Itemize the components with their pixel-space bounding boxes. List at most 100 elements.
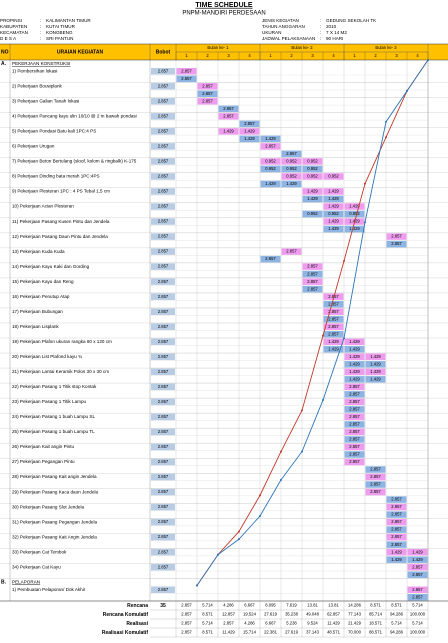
summary-value: 85.714 bbox=[369, 612, 382, 617]
real-cell bbox=[323, 195, 344, 203]
summary-value: 94.286 bbox=[390, 612, 403, 617]
real-value: 2.857 bbox=[349, 407, 360, 412]
plan-cell bbox=[302, 263, 323, 270]
info-label: KABUPATEN bbox=[0, 24, 27, 29]
plan-point bbox=[343, 259, 345, 262]
section-title: PEKERJAAN KONSTRUKSI bbox=[12, 61, 70, 66]
plan-cell bbox=[386, 533, 407, 541]
plan-cell bbox=[218, 113, 239, 120]
info-value: KUTAI TIMUR bbox=[46, 24, 76, 29]
real-point bbox=[343, 337, 345, 340]
plan-value: 2.857 bbox=[391, 504, 402, 509]
item-name: 25) Pekerjaan Pasang 1 buah Lampu TL bbox=[12, 429, 95, 434]
summary-value: 5.714 bbox=[202, 621, 213, 626]
plan-value: 2.857 bbox=[307, 264, 318, 269]
week-label: 1 bbox=[269, 53, 272, 58]
week-label: 3 bbox=[395, 53, 398, 58]
item-bobot: 2.857 bbox=[158, 429, 169, 434]
plan-cell bbox=[365, 488, 386, 496]
real-cell bbox=[302, 195, 323, 203]
plan-cell bbox=[344, 203, 365, 210]
summary-value: 9.524 bbox=[307, 621, 318, 626]
plan-cell bbox=[407, 548, 428, 556]
real-curve bbox=[196, 59, 429, 586]
plan-point bbox=[322, 334, 324, 337]
bobot-cell bbox=[151, 293, 175, 300]
plan-value: 2.857 bbox=[328, 324, 339, 329]
plan-value: 2.857 bbox=[286, 249, 297, 254]
item-name: 1) Pembuatan Pelaporan/ Dok Akhir bbox=[12, 587, 86, 592]
real-cell bbox=[260, 135, 281, 143]
real-cell bbox=[260, 255, 281, 263]
info-value: GEDUNG SEKOLAH TK bbox=[326, 18, 377, 23]
plan-value: 1.429 bbox=[370, 369, 381, 374]
summary-value: 27.619 bbox=[285, 630, 298, 635]
item-bobot: 2.857 bbox=[158, 159, 169, 164]
real-value: 2.857 bbox=[307, 286, 318, 291]
plan-point bbox=[385, 136, 387, 139]
plan-cell bbox=[302, 158, 323, 165]
real-cell bbox=[344, 391, 365, 398]
item-name: 2) Pekerjaan Bouwplank bbox=[12, 84, 62, 89]
plan-value: 0.952 bbox=[286, 174, 297, 179]
item-name: 7) Pekerjaan Beton Bertulang (sloof, kol… bbox=[12, 159, 137, 164]
plan-value: 2.857 bbox=[412, 564, 423, 569]
plan-cell bbox=[281, 248, 302, 255]
summary-value: 6.667 bbox=[244, 603, 255, 608]
real-cell bbox=[386, 240, 407, 248]
real-point bbox=[406, 89, 408, 92]
item-bobot: 2.857 bbox=[158, 549, 169, 554]
item-bobot: 2.857 bbox=[158, 444, 169, 449]
summary-value: 13.81 bbox=[328, 603, 339, 608]
plan-point bbox=[280, 450, 282, 453]
item-name: 21) Pekerjaan Lantai Keramik Polos 30 x … bbox=[12, 369, 109, 374]
summary-value: 18.571 bbox=[369, 621, 382, 626]
bobot-cell bbox=[151, 308, 175, 315]
real-value: 1.429 bbox=[412, 557, 423, 562]
info-value: KONGBENG bbox=[46, 30, 73, 35]
item-name: 11) Pekerjaan Pasang Kusen Pintu dan Jen… bbox=[12, 219, 110, 224]
plan-value: 1.429 bbox=[223, 128, 234, 133]
plan-value: 0.952 bbox=[307, 159, 318, 164]
plan-cell bbox=[176, 68, 197, 75]
summary-value: 8.571 bbox=[391, 603, 402, 608]
real-value: 1.429 bbox=[265, 181, 276, 186]
bobot-cell bbox=[151, 248, 175, 255]
item-name: 6) Pekerjaan Urugan bbox=[12, 144, 55, 149]
summary-value: 5.714 bbox=[202, 603, 213, 608]
real-value: 2.857 bbox=[391, 512, 402, 517]
summary-value: 49.048 bbox=[306, 612, 319, 617]
item-name: 12) Pekerjaan Pasang Daun Pintu dan Jend… bbox=[12, 234, 108, 239]
real-value: 1.429 bbox=[349, 226, 360, 231]
info-label: KECAMATAN bbox=[0, 30, 28, 35]
real-cell bbox=[344, 376, 365, 383]
plan-value: 1.429 bbox=[307, 189, 318, 194]
item-bobot: 2.857 bbox=[158, 324, 169, 329]
bobot-cell bbox=[151, 338, 175, 346]
item-bobot: 2.857 bbox=[158, 474, 169, 479]
section-code: B. bbox=[1, 580, 7, 586]
info-value: 2010 bbox=[326, 24, 337, 29]
plan-point bbox=[364, 182, 366, 185]
real-value: 2.857 bbox=[370, 467, 381, 472]
summary-label: Realisasi Komulatif bbox=[102, 630, 148, 636]
real-value: 2.857 bbox=[328, 316, 339, 321]
real-cell bbox=[281, 165, 302, 173]
item-bobot: 2.857 bbox=[158, 174, 169, 179]
item-name: 20) Pekerjaan List Plafond kayu ¾ bbox=[12, 354, 82, 359]
real-cell bbox=[323, 331, 344, 338]
plan-value: 2.857 bbox=[202, 83, 213, 88]
plan-cell bbox=[302, 188, 323, 195]
plan-cell bbox=[344, 443, 365, 451]
plan-value: 2.857 bbox=[223, 113, 234, 118]
real-cell bbox=[197, 90, 218, 98]
plan-cell bbox=[344, 383, 365, 391]
week-label: 4 bbox=[416, 53, 419, 58]
item-name: 17) Pekerjaan Bubungan bbox=[12, 309, 63, 314]
real-cell bbox=[344, 361, 365, 368]
bobot-cell bbox=[151, 353, 175, 361]
plan-cell bbox=[323, 173, 344, 180]
real-value: 2.857 bbox=[391, 542, 402, 547]
plan-cell bbox=[344, 368, 365, 376]
real-value: 2.857 bbox=[391, 527, 402, 532]
